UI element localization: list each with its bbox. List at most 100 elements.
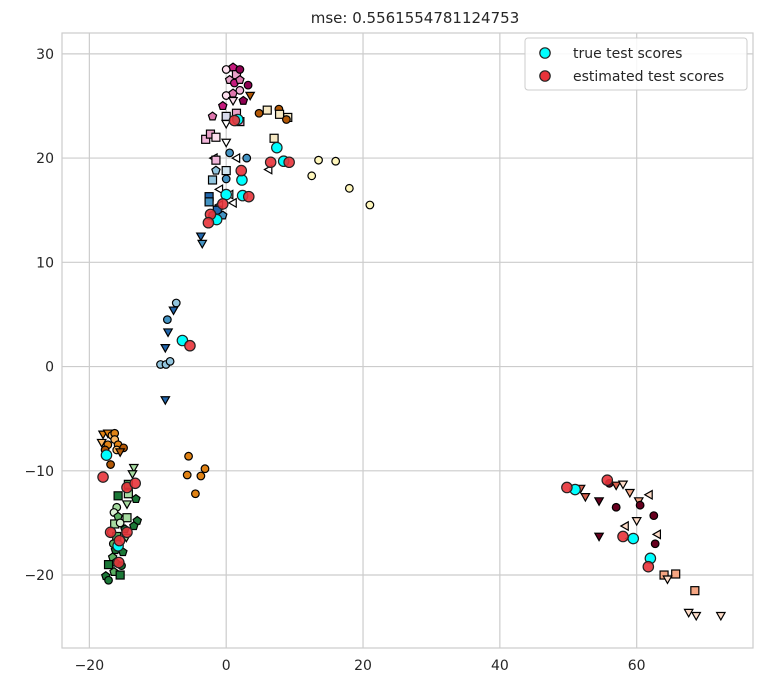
estimated-score-point [642,560,655,573]
marker-triangle-down [715,611,727,622]
estimated-score-point [264,156,277,169]
y-tick-label: −20 [24,568,54,584]
marker-circle [650,539,660,549]
x-tick-label: 0 [222,658,231,674]
true-score-point [271,141,283,154]
marker-circle [182,470,192,480]
y-tick-label: 20 [36,151,54,167]
marker-triangle-down [127,470,138,480]
marker-circle [221,174,231,184]
marker-circle [171,298,181,308]
marker-square [211,155,221,165]
marker-pentagon [131,493,141,504]
marker-circle [191,489,200,499]
y-tick-label: −10 [24,464,54,480]
marker-pentagon [235,74,245,84]
marker-square [211,132,221,142]
marker-pentagon [129,521,139,531]
chart-title: mse: 0.5561554781124753 [311,9,519,27]
marker-square [103,560,114,570]
y-tick-label: 10 [36,255,54,271]
marker-square [671,569,681,579]
marker-triangle-down [593,532,605,542]
marker-pentagon [211,165,221,175]
estimated-score-point [216,198,229,210]
legend-label: true test scores [573,46,682,62]
true-score-point [100,449,113,461]
marker-square [113,491,123,501]
marker-circle [307,171,317,181]
marker-circle [104,575,113,585]
estimated-score-point [129,477,142,490]
marker-pentagon [207,111,218,121]
x-tick-label: 40 [491,658,509,674]
marker-triangle-down [220,138,232,148]
marker-triangle-down [197,239,208,249]
y-tick-label: 30 [36,47,54,63]
marker-circle [225,148,235,158]
x-tick-label: 20 [354,658,372,674]
marker-square [207,175,218,185]
marker-triangle-down [690,611,702,622]
legend-marker [539,70,551,82]
marker-circle [115,518,125,528]
estimated-score-point [184,339,196,352]
marker-square [201,134,211,144]
y-tick-label: 0 [45,360,54,376]
marker-circle [611,502,621,512]
marker-triangle-down [220,119,232,130]
marker-square [262,105,272,115]
marker-square [115,570,125,580]
legend-label: estimated test scores [573,69,724,85]
marker-square [274,109,285,119]
marker-triangle-left [619,520,629,532]
marker-pentagon [217,100,228,111]
marker-square [690,586,700,596]
marker-circle [165,356,175,366]
marker-circle [162,315,172,325]
marker-circle [331,156,341,166]
marker-triangle-down [662,575,673,585]
estimated-score-point [121,526,133,539]
marker-circle [200,464,210,474]
estimated-score-point [97,471,109,483]
x-tick-label: −20 [75,658,105,674]
estimated-score-point [228,114,241,127]
marker-circle [242,153,252,163]
score-series [97,113,657,573]
legend-box [524,37,748,91]
marker-circle [649,511,659,521]
marker-triangle-down [168,306,179,316]
estimated-score-point [104,526,117,539]
legend-marker [539,47,551,59]
legend: true test scores estimated test scores [524,37,748,91]
plot-frame [61,32,754,649]
axis-ticks: −20 0 20 40 60 −20 −10 0 10 20 30 [24,47,645,674]
marker-triangle-down [227,96,239,107]
marker-circle [314,155,323,165]
marker-triangle-down [631,517,642,527]
marker-pentagon [238,95,249,105]
marker-triangle-down [617,480,629,490]
marker-circle [254,108,264,118]
marker-circle [196,471,206,481]
estimated-score-point [242,190,255,203]
marker-triangle-down [160,396,171,406]
marker-circle [243,80,253,90]
marker-circle [184,451,193,461]
marker-square [122,513,132,523]
marker-square [204,197,214,207]
marker-triangle-down [244,91,256,101]
marker-triangle-down [580,493,591,503]
marker-triangle-down [683,608,694,618]
marker-triangle-down [128,463,140,474]
estimated-score-point [113,534,126,547]
marker-triangle-down [195,232,207,242]
marker-square [221,165,231,176]
estimated-scores-series [97,114,655,573]
marker-circle [365,200,375,210]
estimated-score-point [235,164,248,177]
marker-triangle-left [231,152,241,164]
marker-triangle-left [643,489,653,501]
